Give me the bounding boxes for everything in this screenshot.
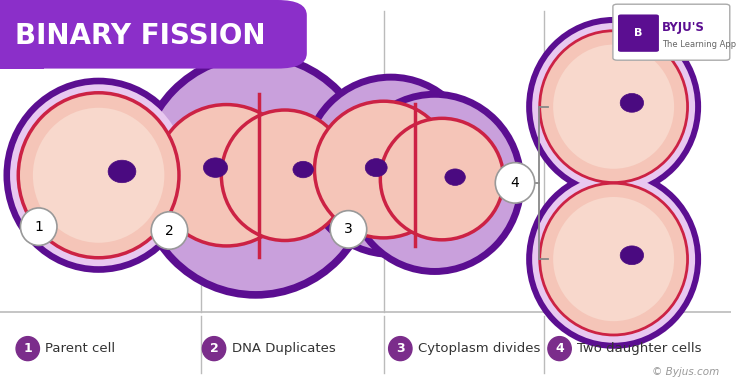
FancyBboxPatch shape <box>0 0 44 69</box>
Ellipse shape <box>620 246 644 265</box>
Text: 2: 2 <box>210 342 218 355</box>
Ellipse shape <box>530 173 698 345</box>
Text: 3: 3 <box>396 342 405 355</box>
Ellipse shape <box>380 118 503 240</box>
Ellipse shape <box>314 101 452 238</box>
Ellipse shape <box>16 337 40 360</box>
Ellipse shape <box>155 104 298 246</box>
Ellipse shape <box>530 21 698 193</box>
Ellipse shape <box>10 84 188 266</box>
Text: 2: 2 <box>165 224 174 237</box>
Ellipse shape <box>495 163 535 203</box>
Text: 1: 1 <box>34 220 44 234</box>
Ellipse shape <box>140 56 372 295</box>
Ellipse shape <box>33 108 164 243</box>
Ellipse shape <box>388 337 412 360</box>
Ellipse shape <box>203 158 227 178</box>
Ellipse shape <box>368 130 457 221</box>
FancyBboxPatch shape <box>0 0 307 69</box>
Ellipse shape <box>18 93 179 258</box>
Text: 4: 4 <box>555 342 564 355</box>
Text: Cytoplasm divides: Cytoplasm divides <box>418 342 540 355</box>
Text: Two daughter cells: Two daughter cells <box>577 342 701 355</box>
FancyBboxPatch shape <box>613 4 730 60</box>
Text: BINARY FISSION: BINARY FISSION <box>14 22 265 50</box>
Ellipse shape <box>330 211 367 248</box>
Ellipse shape <box>202 337 226 360</box>
Ellipse shape <box>445 169 465 186</box>
Ellipse shape <box>20 208 57 245</box>
Text: The Learning App: The Learning App <box>662 40 736 50</box>
Text: 1: 1 <box>23 342 32 355</box>
Ellipse shape <box>548 337 572 360</box>
Ellipse shape <box>532 175 695 343</box>
Ellipse shape <box>620 93 644 112</box>
FancyBboxPatch shape <box>0 0 278 42</box>
Ellipse shape <box>540 183 688 335</box>
Ellipse shape <box>152 212 188 249</box>
Ellipse shape <box>8 82 190 269</box>
Ellipse shape <box>540 31 688 182</box>
Ellipse shape <box>532 23 695 190</box>
Text: Parent cell: Parent cell <box>45 342 116 355</box>
Ellipse shape <box>554 197 674 321</box>
Ellipse shape <box>221 110 349 240</box>
Text: 4: 4 <box>511 176 520 190</box>
Ellipse shape <box>554 45 674 169</box>
Ellipse shape <box>108 160 136 183</box>
Text: DNA Duplicates: DNA Duplicates <box>232 342 335 355</box>
Ellipse shape <box>304 77 477 255</box>
Ellipse shape <box>348 94 521 272</box>
Ellipse shape <box>293 161 314 178</box>
Text: © Byjus.com: © Byjus.com <box>652 367 719 377</box>
Text: BYJU'S: BYJU'S <box>662 21 705 34</box>
Text: B: B <box>634 28 643 38</box>
Ellipse shape <box>365 158 387 177</box>
FancyBboxPatch shape <box>618 14 659 52</box>
Text: 3: 3 <box>344 223 352 236</box>
